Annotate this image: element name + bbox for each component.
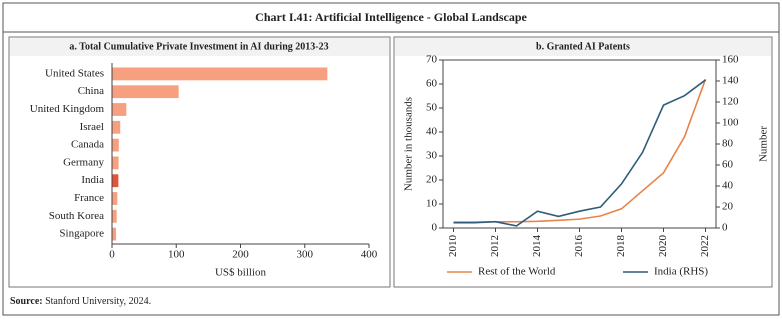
source: Source: Stanford University, 2024.: [10, 296, 151, 307]
y2-tick-label: 20: [722, 201, 734, 213]
bar: [112, 120, 121, 134]
source-text: Stanford University, 2024.: [45, 296, 151, 307]
bar: [112, 85, 179, 99]
y-tick-label: 50: [426, 102, 438, 114]
frame: [2, 2, 780, 316]
y-tick-label: China: [78, 85, 104, 97]
y-tick-label: India: [81, 174, 104, 186]
page-title: Chart I.41: Artificial Intelligence - Gl…: [255, 10, 527, 24]
line-series: [453, 78, 707, 223]
x-tick-label: 0: [109, 249, 115, 261]
bar: [112, 103, 127, 116]
x-tick-label: 100: [168, 249, 185, 261]
y-tick-label: 70: [426, 54, 438, 66]
y-tick-label: France: [74, 192, 104, 204]
panel-a-header: [10, 38, 389, 56]
x-tick-label: 400: [361, 249, 378, 261]
x-tick-label: 2012: [489, 235, 501, 257]
bar: [112, 227, 117, 241]
y-tick-label: Israel: [80, 121, 104, 133]
bar: [112, 67, 328, 81]
y-tick-label: Singapore: [59, 228, 104, 240]
panel-a: [8, 36, 391, 288]
x-tick-label: 2016: [573, 235, 585, 258]
legend-label: Rest of the World: [478, 266, 556, 278]
x-tick-label: 2014: [531, 235, 543, 258]
y-tick-label: United Kingdom: [30, 103, 105, 115]
y2-tick-label: 0: [722, 222, 728, 234]
panel-b-title: b. Granted AI Patents: [536, 41, 630, 52]
x-tick-label: 2010: [447, 235, 459, 258]
y2-tick-label: 80: [722, 138, 734, 150]
y-tick-label: 10: [426, 198, 438, 210]
x-tick-label: 2022: [699, 235, 711, 257]
panel-a-title: a. Total Cumulative Private Investment i…: [69, 41, 328, 52]
x-axis-label: US$ billion: [215, 267, 267, 279]
bar: [112, 174, 119, 188]
y2-tick-label: 100: [722, 117, 739, 129]
y-tick-label: 40: [426, 126, 438, 138]
y-axis-label: Number in thousands: [403, 97, 415, 191]
panel-b-header: [395, 38, 771, 56]
line-series: [453, 79, 706, 227]
y2-tick-label: 140: [722, 75, 739, 87]
y-tick-label: 60: [426, 78, 438, 90]
x-tick-label: 200: [232, 249, 249, 261]
bar: [112, 156, 119, 170]
bar: [112, 192, 118, 205]
y-tick-label: 30: [426, 150, 438, 162]
y2-axis-label: Number: [758, 126, 770, 162]
x-tick-label: 2020: [657, 235, 669, 258]
source-label: Source:: [10, 296, 43, 307]
x-tick-label: 300: [297, 249, 314, 261]
panel-b: [393, 36, 773, 288]
y-tick-label: Germany: [63, 156, 104, 168]
y-tick-label: South Korea: [49, 210, 104, 222]
legend-label: India (RHS): [654, 266, 708, 278]
plot-frame: [442, 59, 717, 229]
y-tick-label: Canada: [71, 139, 104, 151]
y-tick-label: United States: [45, 67, 104, 79]
x-tick-label: 2018: [615, 235, 627, 258]
y-tick-label: 0: [432, 222, 438, 234]
y2-tick-label: 60: [722, 159, 734, 171]
y2-tick-label: 120: [722, 96, 739, 108]
bar: [112, 209, 117, 223]
bar: [112, 138, 119, 152]
y2-tick-label: 160: [722, 54, 739, 66]
y-tick-label: 20: [426, 174, 438, 186]
y2-tick-label: 40: [722, 180, 734, 192]
